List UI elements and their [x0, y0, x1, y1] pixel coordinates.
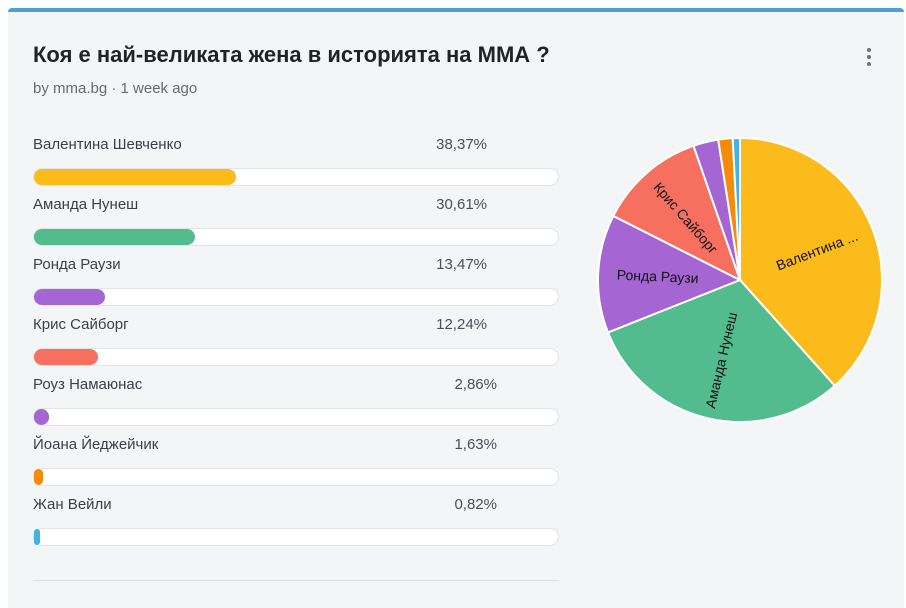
progress-track	[33, 348, 559, 366]
progress-fill	[34, 349, 99, 365]
poll-option-percent: 30,61%	[436, 196, 487, 213]
poll-option-percent: 2,86%	[454, 376, 497, 393]
poll-option-percent: 12,24%	[436, 316, 487, 333]
progress-track	[33, 528, 559, 546]
pie-slice[interactable]	[597, 214, 743, 334]
kebab-dot	[867, 48, 871, 52]
pie-slice[interactable]	[606, 278, 837, 423]
pie-slice[interactable]	[739, 136, 883, 388]
poll-option-percent: 1,63%	[454, 436, 497, 453]
poll-option[interactable]: Йоана Йеджейчик 1,63%	[33, 432, 559, 492]
kebab-menu-icon[interactable]	[861, 46, 877, 68]
poll-option-percent: 0,82%	[454, 496, 497, 513]
pie-slice[interactable]	[611, 144, 742, 283]
poll-card: Коя е най-великата жена в историята на М…	[8, 8, 904, 608]
progress-track	[33, 168, 559, 186]
poll-option[interactable]: Крис Сайборг 12,24%	[33, 312, 559, 372]
pie-slice-label: Ронда Раузи	[616, 266, 698, 286]
poll-option[interactable]: Аманда Нунеш 30,61%	[33, 192, 559, 252]
poll-option-label: Йоана Йеджейчик	[33, 436, 159, 453]
poll-option-label: Ронда Раузи	[33, 256, 121, 273]
poll-option-label: Крис Сайборг	[33, 316, 129, 333]
poll-title: Коя е най-великата жена в историята на М…	[33, 42, 550, 67]
progress-fill	[34, 409, 50, 425]
poll-subtitle: by mma.bg · 1 week ago	[33, 80, 198, 97]
kebab-dot	[867, 55, 871, 59]
progress-fill	[34, 469, 43, 485]
poll-option-label: Роуз Намаюнас	[33, 376, 143, 393]
poll-option-percent: 13,47%	[436, 256, 487, 273]
progress-track	[33, 468, 559, 486]
progress-fill	[34, 289, 105, 305]
poll-option[interactable]: Роуз Намаюнас 2,86%	[33, 372, 559, 432]
poll-option-label: Валентина Шевченко	[33, 136, 182, 153]
poll-option[interactable]: Ронда Раузи 13,47%	[33, 252, 559, 312]
progress-track	[33, 228, 559, 246]
progress-fill	[34, 169, 236, 185]
pie-slice[interactable]	[731, 136, 741, 281]
poll-option-percent: 38,37%	[436, 136, 487, 153]
poll-options: Валентина Шевченко 38,37% Аманда Нунеш 30,6…	[33, 132, 559, 552]
progress-track	[33, 288, 559, 306]
poll-option-label: Жан Вейли	[33, 496, 112, 513]
poll-option-label: Аманда Нунеш	[33, 196, 139, 213]
progress-fill	[34, 529, 40, 545]
progress-fill	[34, 229, 195, 245]
progress-track	[33, 408, 559, 426]
poll-option[interactable]: Жан Вейли 0,82%	[33, 492, 559, 552]
kebab-dot	[867, 62, 871, 66]
poll-option[interactable]: Валентина Шевченко 38,37%	[33, 132, 559, 192]
divider	[33, 580, 559, 581]
